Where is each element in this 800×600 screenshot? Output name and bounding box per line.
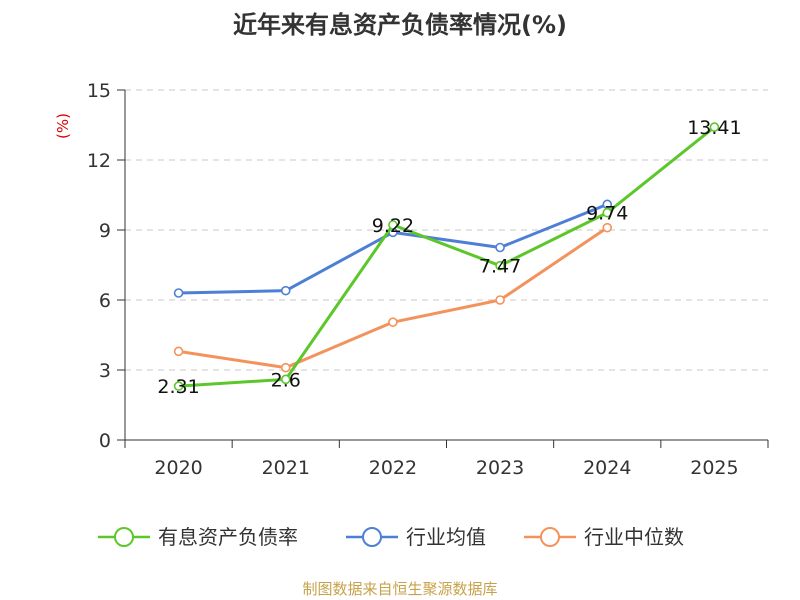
- y-tick-label: 12: [87, 150, 111, 172]
- series-point-0: [709, 122, 720, 132]
- series-line-0: [178, 125, 716, 388]
- series-point-2: [280, 362, 291, 373]
- series-point-2: [173, 346, 184, 357]
- series-point-2: [388, 317, 398, 327]
- x-tick-label: 2025: [690, 457, 738, 479]
- y-axis-label: (%): [54, 113, 72, 139]
- legend-label: 行业中位数: [584, 525, 684, 549]
- series-point-2: [602, 222, 613, 233]
- series-point-0: [388, 220, 398, 230]
- series-point-0: [602, 207, 613, 218]
- y-tick-label: 6: [99, 290, 111, 312]
- y-tick-label: 15: [87, 80, 111, 102]
- series-point-0: [173, 381, 184, 391]
- data-label: 9.22: [372, 215, 414, 237]
- legend-label: 有息资产负债率: [158, 525, 298, 549]
- data-label: 2.31: [157, 376, 199, 398]
- series-point-0: [495, 260, 505, 271]
- y-tick-label: 0: [99, 430, 111, 452]
- x-tick-label: 2023: [476, 457, 524, 479]
- data-label: 7.47: [479, 256, 521, 278]
- legend-label: 行业均值: [406, 525, 486, 549]
- series-point-1: [173, 288, 184, 298]
- y-tick-label: 9: [99, 220, 111, 242]
- legend-marker: [362, 527, 382, 547]
- data-label: 9.74: [586, 203, 628, 225]
- chart-title: 近年来有息资产负债率情况(%): [233, 11, 567, 39]
- series-point-2: [495, 295, 505, 305]
- x-tick-label: 2022: [369, 457, 417, 479]
- data-label: 2.6: [271, 369, 301, 391]
- x-tick-label: 2021: [262, 457, 310, 479]
- series-point-1: [280, 285, 291, 296]
- x-tick-label: 2020: [154, 457, 202, 479]
- series-point-1: [495, 242, 505, 253]
- series-line-2: [178, 226, 609, 370]
- legend-marker: [540, 527, 560, 547]
- data-label: 13.41: [687, 117, 741, 139]
- legend-marker: [114, 527, 134, 547]
- source-note: 制图数据来自恒生聚源数据库: [302, 580, 497, 598]
- series-point-0: [280, 374, 291, 385]
- x-tick-label: 2024: [583, 457, 631, 479]
- y-tick-label: 3: [99, 360, 111, 382]
